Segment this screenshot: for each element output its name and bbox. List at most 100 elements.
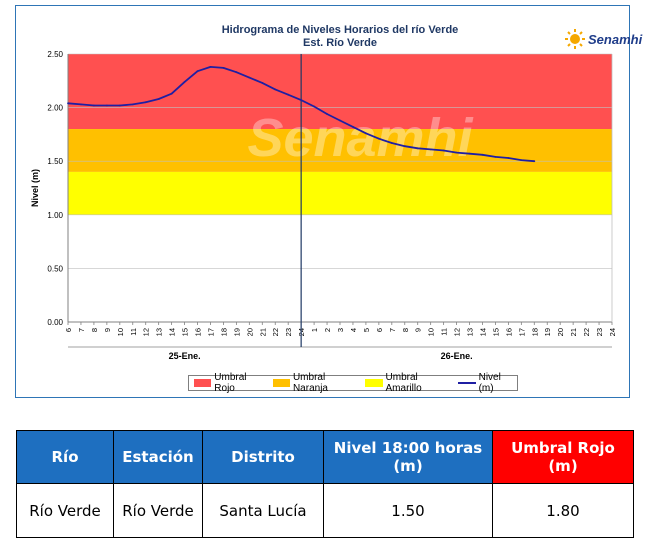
series-point-0-15 — [261, 82, 264, 84]
series-point-0-13 — [235, 71, 238, 74]
y-tick-label-1: 0.50 — [47, 264, 63, 273]
x-tick-label-35: 17 — [517, 328, 526, 336]
legend-label-nivel: Nivel (m) — [478, 372, 501, 394]
legend-swatch-nivel — [458, 382, 476, 384]
station-info-table: Río Estación Distrito Nivel 18:00 horas … — [16, 430, 634, 538]
x-tick-label-11: 17 — [206, 328, 215, 336]
series-point-0-30 — [455, 151, 458, 154]
x-tick-label-28: 10 — [427, 328, 436, 336]
series-point-0-25 — [390, 142, 393, 144]
x-tick-label-29: 11 — [440, 328, 449, 336]
x-tick-label-31: 13 — [466, 328, 475, 336]
x-tick-label-10: 16 — [194, 328, 203, 336]
table-row: Río Verde Río Verde Santa Lucía 1.50 1.8… — [16, 483, 634, 538]
series-point-0-28 — [429, 148, 432, 151]
x-tick-label-39: 21 — [569, 328, 578, 336]
header-umbral-rojo: Umbral Rojo (m) — [492, 430, 634, 484]
x-tick-label-25: 7 — [388, 328, 397, 332]
series-point-0-11 — [209, 66, 212, 68]
series-point-0-1 — [80, 103, 82, 106]
x-tick-label-15: 21 — [258, 328, 267, 336]
chart-subtitle: Est. Río Verde — [303, 37, 377, 49]
hydrograph-chart: Hidrograma de Niveles Horarios del río V… — [30, 24, 617, 361]
x-tick-label-6: 12 — [142, 328, 151, 336]
x-tick-label-4: 10 — [116, 328, 125, 336]
series-point-0-32 — [481, 153, 484, 156]
series-point-0-34 — [507, 157, 510, 159]
series-point-0-10 — [196, 70, 199, 73]
x-tick-label-5: 11 — [129, 328, 138, 336]
series-point-0-22 — [352, 126, 354, 128]
series-point-0-19 — [313, 105, 315, 108]
series-point-0-21 — [339, 119, 341, 122]
legend-swatch-amarillo — [365, 379, 383, 387]
series-point-0-29 — [442, 149, 445, 152]
x-tick-label-14: 20 — [245, 328, 254, 336]
cell-rio: Río Verde — [16, 483, 114, 538]
x-tick-label-8: 14 — [168, 328, 177, 336]
x-tick-label-34: 16 — [504, 328, 513, 336]
series-point-0-3 — [106, 104, 108, 107]
x-tick-label-19: 1 — [310, 328, 319, 332]
x-tick-label-21: 3 — [336, 328, 345, 332]
series-point-0-4 — [118, 104, 121, 107]
x-tick-label-16: 22 — [271, 328, 280, 336]
legend-label-amarillo: Umbral Amarillo — [385, 372, 422, 394]
senamhi-logo: Senamhi — [564, 28, 642, 50]
x-tick-label-38: 20 — [556, 328, 565, 336]
cell-estacion: Río Verde — [113, 483, 203, 538]
series-point-0-8 — [170, 92, 173, 95]
x-tick-label-20: 2 — [323, 328, 332, 332]
x-tick-label-30: 12 — [453, 328, 462, 336]
y-tick-label-2: 1.00 — [47, 211, 63, 220]
day-label-1: 26-Ene. — [441, 351, 473, 361]
cell-distrito: Santa Lucía — [202, 483, 324, 538]
legend-label-naranja: Umbral Naranja — [292, 372, 328, 394]
series-point-0-12 — [222, 67, 225, 69]
header-distrito: Distrito — [202, 430, 324, 484]
series-point-0-2 — [93, 104, 95, 107]
legend-swatch-rojo — [194, 379, 212, 387]
legend-item-naranja: Umbral Naranja — [272, 372, 361, 394]
series-point-0-0 — [67, 102, 69, 105]
series-point-0-24 — [378, 137, 380, 140]
series-point-0-16 — [274, 88, 277, 91]
series-point-0-23 — [365, 132, 367, 135]
legend-item-amarillo: Umbral Amarillo — [365, 372, 453, 394]
x-tick-label-2: 8 — [90, 328, 99, 332]
x-tick-label-41: 23 — [595, 328, 604, 336]
threshold-band-2 — [68, 171, 612, 215]
x-tick-label-37: 19 — [543, 328, 552, 336]
x-tick-label-1: 7 — [77, 328, 86, 332]
series-point-0-20 — [326, 113, 328, 115]
chart-legend: Umbral Rojo Umbral Naranja Umbral Amaril… — [188, 372, 518, 394]
x-tick-label-24: 6 — [375, 328, 384, 332]
header-rio: Río — [16, 430, 114, 484]
cell-umbral-rojo: 1.80 — [492, 483, 634, 538]
series-point-0-26 — [403, 145, 406, 148]
cell-nivel: 1.50 — [323, 483, 493, 538]
x-tick-label-22: 4 — [349, 328, 358, 332]
series-point-0-9 — [183, 81, 186, 83]
logo-text: Senamhi — [588, 31, 643, 47]
x-tick-label-3: 9 — [103, 328, 112, 332]
y-tick-label-3: 1.50 — [47, 157, 63, 166]
table-header-row: Río Estación Distrito Nivel 18:00 horas … — [16, 430, 634, 484]
series-point-0-18 — [300, 99, 302, 101]
legend-item-nivel: Nivel (m) — [458, 372, 517, 394]
x-tick-label-7: 13 — [155, 328, 164, 336]
x-tick-label-9: 15 — [181, 328, 190, 336]
series-point-0-36 — [533, 160, 536, 163]
day-label-0: 25-Ene. — [169, 351, 201, 361]
x-tick-label-40: 22 — [582, 328, 591, 336]
x-tick-label-13: 19 — [232, 328, 241, 336]
y-tick-label-5: 2.50 — [47, 50, 63, 59]
legend-item-rojo: Umbral Rojo — [194, 372, 268, 394]
series-point-0-17 — [287, 93, 290, 96]
series-point-0-6 — [144, 101, 147, 104]
x-tick-label-27: 9 — [414, 328, 423, 332]
x-tick-label-12: 18 — [219, 328, 228, 336]
series-point-0-35 — [520, 159, 523, 162]
series-point-0-31 — [468, 152, 471, 155]
x-tick-label-0: 6 — [64, 328, 73, 332]
